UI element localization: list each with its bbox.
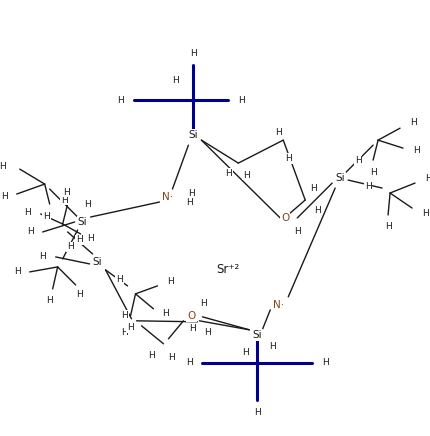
Text: H: H (0, 162, 6, 170)
Text: H: H (354, 156, 361, 165)
Text: H: H (313, 205, 320, 215)
Text: H: H (293, 228, 300, 236)
Text: H: H (84, 200, 91, 208)
Text: H: H (43, 211, 50, 221)
Text: H: H (46, 296, 53, 305)
Text: H: H (268, 342, 275, 351)
Text: Sr⁺²: Sr⁺² (216, 263, 240, 276)
Text: H: H (76, 235, 83, 245)
Text: H: H (200, 300, 206, 308)
Text: H: H (274, 128, 281, 136)
Text: H: H (67, 242, 74, 252)
Text: H: H (1, 191, 8, 201)
Text: H: H (172, 76, 178, 85)
Text: H: H (87, 235, 94, 243)
Text: H: H (167, 277, 173, 286)
Text: H: H (121, 311, 128, 320)
Text: H: H (408, 118, 415, 127)
Text: H: H (117, 96, 124, 105)
Text: H: H (364, 181, 371, 191)
Text: H: H (39, 252, 46, 262)
Text: H: H (61, 195, 68, 204)
Text: H: H (421, 208, 427, 218)
Text: H: H (116, 276, 123, 284)
Text: H: H (241, 348, 248, 357)
Text: N·: N· (272, 300, 283, 310)
Text: H: H (162, 309, 169, 318)
Text: H: H (224, 169, 231, 177)
Text: O: O (187, 311, 195, 321)
Text: H: H (186, 358, 192, 367)
Text: Si: Si (188, 130, 198, 140)
Text: H: H (284, 153, 291, 163)
Text: H: H (148, 351, 154, 360)
Text: H: H (24, 208, 31, 217)
Text: H: H (309, 184, 316, 193)
Text: H: H (14, 267, 21, 276)
Text: H: H (412, 146, 418, 155)
Text: H: H (203, 328, 210, 337)
Text: H: H (168, 353, 175, 362)
Text: H: H (384, 222, 390, 232)
Text: H: H (121, 328, 128, 337)
Text: N·: N· (162, 192, 172, 202)
Text: H: H (186, 198, 192, 207)
Text: O: O (280, 213, 289, 223)
Text: H: H (321, 358, 328, 367)
Text: H: H (424, 174, 430, 183)
Text: H: H (190, 49, 197, 58)
Text: H: H (187, 188, 194, 198)
Text: H: H (243, 170, 249, 180)
Text: H: H (369, 167, 375, 177)
Text: Si: Si (78, 217, 87, 227)
Text: H: H (76, 290, 83, 300)
Text: H: H (127, 324, 134, 332)
Text: H: H (63, 187, 70, 197)
Text: H: H (253, 408, 260, 417)
Text: H: H (189, 324, 195, 333)
Text: Si: Si (335, 173, 344, 183)
Text: Si: Si (92, 257, 102, 267)
Text: H: H (237, 96, 244, 105)
Text: Si: Si (252, 330, 261, 340)
Text: H: H (27, 228, 34, 236)
